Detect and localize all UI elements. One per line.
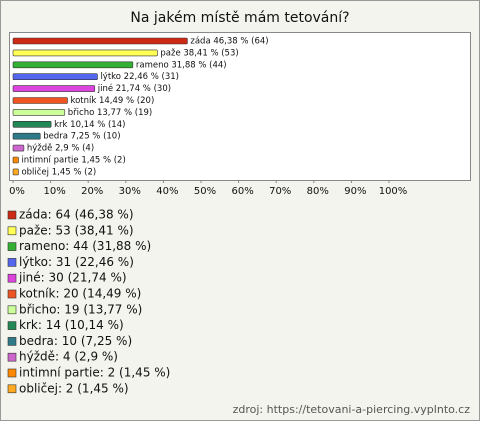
bar: [12, 61, 134, 69]
bar: [12, 156, 19, 164]
bar: [12, 132, 41, 140]
x-tick-label: 100%: [379, 186, 408, 197]
legend-swatch: [7, 337, 17, 346]
legend-swatch: [7, 258, 17, 267]
x-tick-label: 20%: [81, 186, 103, 197]
bar: [12, 168, 19, 176]
bar: [12, 109, 66, 116]
x-tick-label: 50%: [194, 186, 216, 197]
x-tick-label: 30%: [119, 186, 141, 197]
legend-swatch: [7, 352, 17, 362]
plot-area: [9, 32, 471, 181]
x-tick-label: 40%: [156, 186, 178, 197]
legend-label: obličej: 2 (1,45 %): [19, 381, 129, 395]
bar: [12, 49, 158, 57]
value-label: paže 38,41 % (53): [160, 48, 238, 58]
value-label: břicho 13,77 % (19): [68, 108, 152, 118]
legend-label: hýždě: 4 (2,9 %): [19, 350, 118, 364]
value-label: kotník 14,49 % (20): [70, 96, 154, 106]
x-tick-label: 0%: [9, 186, 25, 197]
legend-swatch: [7, 305, 17, 315]
x-tick-label: 70%: [269, 186, 291, 197]
x-tick-label: 10%: [43, 186, 65, 197]
legend-swatch: [7, 384, 17, 394]
legend-swatch: [7, 289, 17, 299]
x-tick-label: 80%: [307, 186, 329, 197]
legend-swatch: [7, 210, 17, 220]
x-tick-label: 60%: [231, 186, 253, 197]
legend-swatch: [7, 368, 17, 378]
legend-label: jiné: 30 (21,74 %): [18, 271, 127, 285]
bar: [12, 85, 96, 92]
value-label: záda 46,38 % (64): [190, 37, 268, 47]
legend-label: krk: 14 (10,14 %): [19, 318, 124, 332]
source: zdroj: https://tetovani-a-piercing.vypln…: [233, 403, 471, 416]
value-label: hýždě 2,9 % (4): [27, 144, 94, 154]
legend-swatch: [7, 273, 17, 283]
legend-label: rameno: 44 (31,88 %): [19, 239, 151, 253]
legend-swatch: [7, 242, 17, 251]
bar: [12, 37, 188, 45]
x-tick-label: 90%: [344, 186, 366, 197]
value-label: krk 10,14 % (14): [54, 120, 125, 130]
bar: [12, 97, 68, 104]
value-label: obličej 1,45 % (2): [21, 166, 96, 177]
legend-label: břicho: 19 (13,77 %): [19, 302, 142, 316]
legend-label: záda: 64 (46,38 %): [19, 208, 134, 222]
value-label: jiné 21,74 % (30): [97, 83, 171, 94]
bar: [12, 73, 98, 80]
legend-label: lýtko: 31 (22,46 %): [19, 255, 134, 269]
value-label: intimní partie 1,45 % (2): [21, 156, 125, 166]
legend-label: intimní partie: 2 (1,45 %): [19, 366, 170, 380]
value-label: rameno 31,88 % (44): [136, 60, 227, 70]
bar: [12, 121, 52, 128]
legend-label: paže: 53 (38,41 %): [19, 223, 134, 237]
bar: [12, 144, 25, 152]
legend-swatch: [7, 226, 17, 236]
chart-title: Na jakém místě mám tetování?: [130, 10, 349, 26]
value-label: lýtko 22,46 % (31): [100, 72, 179, 82]
value-label: bedra 7,25 % (10): [43, 132, 120, 142]
legend-label: bedra: 10 (7,25 %): [19, 334, 132, 348]
legend-swatch: [7, 321, 17, 330]
legend-label: kotník: 20 (14,49 %): [19, 287, 141, 301]
